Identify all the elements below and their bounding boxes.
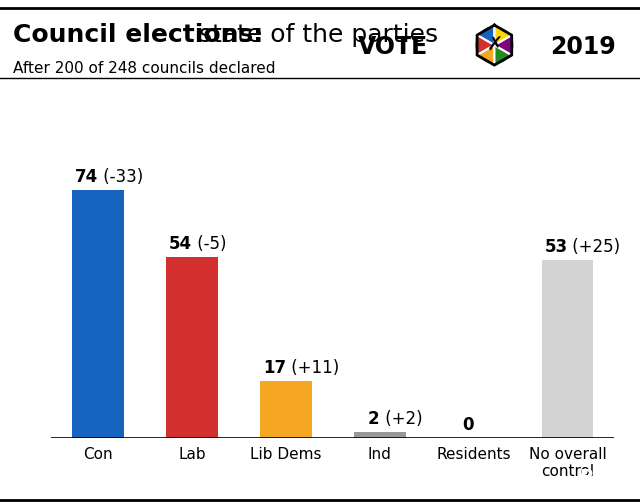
Text: (+11): (+11) xyxy=(286,359,339,377)
Wedge shape xyxy=(494,45,512,65)
Text: 0: 0 xyxy=(462,416,474,434)
Text: state of the parties: state of the parties xyxy=(191,23,438,47)
Bar xyxy=(260,382,312,438)
Text: (+2): (+2) xyxy=(380,410,422,428)
Text: After 200 of 248 councils declared: After 200 of 248 councils declared xyxy=(13,61,275,77)
Text: PA: PA xyxy=(580,468,605,486)
Text: 74: 74 xyxy=(75,168,98,186)
Text: (-5): (-5) xyxy=(192,235,227,253)
Text: 54: 54 xyxy=(169,235,192,253)
Text: ✗: ✗ xyxy=(486,36,502,54)
Wedge shape xyxy=(477,45,494,65)
Text: 2019: 2019 xyxy=(550,35,616,58)
Text: VOTE: VOTE xyxy=(358,35,428,58)
Wedge shape xyxy=(494,25,512,45)
Text: 17: 17 xyxy=(263,359,286,377)
Text: (-33): (-33) xyxy=(98,168,143,186)
Wedge shape xyxy=(474,35,494,55)
Bar xyxy=(72,190,124,438)
Bar xyxy=(166,257,218,438)
Text: Council elections:: Council elections: xyxy=(13,23,263,47)
Bar xyxy=(354,432,406,438)
Text: (+25): (+25) xyxy=(568,238,621,257)
Text: 2: 2 xyxy=(368,410,380,428)
Wedge shape xyxy=(477,25,494,45)
Bar xyxy=(541,261,593,438)
Wedge shape xyxy=(494,35,515,55)
Text: 53: 53 xyxy=(545,238,568,257)
